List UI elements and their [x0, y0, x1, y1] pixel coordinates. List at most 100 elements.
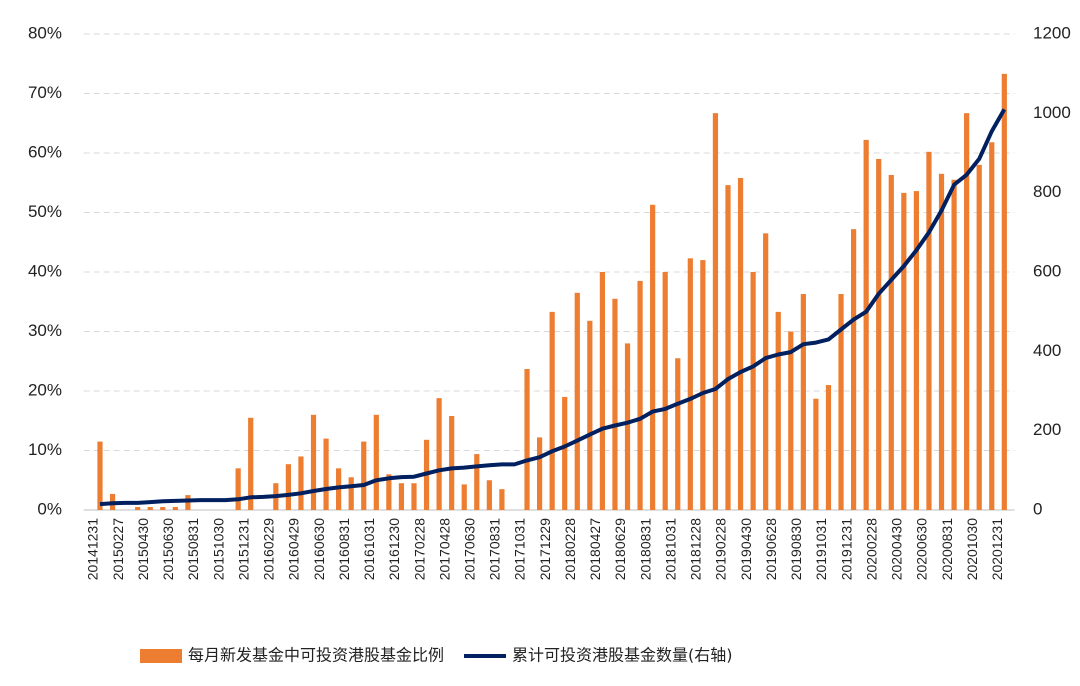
y2-tick-label: 800	[1033, 182, 1061, 201]
x-tick-label: 20161031	[361, 518, 377, 581]
bar	[976, 164, 982, 510]
y2-tick-label: 200	[1033, 420, 1061, 439]
x-tick-label: 20171229	[537, 518, 553, 581]
bar	[650, 204, 656, 510]
y2-tick-label: 400	[1033, 341, 1061, 360]
bar	[486, 480, 492, 510]
x-tick-label: 20190628	[763, 518, 779, 581]
bar	[97, 441, 103, 510]
x-tick-label: 20180629	[612, 518, 628, 581]
y-tick-label: 10%	[28, 440, 62, 459]
bar	[838, 294, 844, 510]
bar	[989, 142, 995, 511]
bar	[750, 272, 756, 510]
x-tick-label: 20161230	[386, 518, 402, 581]
bar	[913, 191, 919, 510]
x-tick-label: 20191231	[838, 518, 854, 581]
y-tick-label: 30%	[28, 321, 62, 340]
bar	[813, 398, 819, 510]
bar	[712, 113, 719, 510]
x-tick-label: 20200630	[914, 518, 930, 581]
x-tick-label: 20190430	[738, 518, 754, 581]
bar	[788, 331, 794, 510]
legend-label: 累计可投资港股基金数量(右轴)	[512, 646, 733, 665]
x-tick-label: 20200228	[863, 518, 879, 581]
bar	[436, 398, 442, 510]
bar	[524, 368, 530, 510]
y-tick-label: 80%	[28, 23, 62, 42]
legend-label: 每月新发基金中可投资港股基金比例	[188, 646, 444, 665]
bar	[700, 260, 706, 510]
y2-tick-label: 0	[1033, 499, 1042, 518]
x-tick-label: 20180427	[587, 518, 603, 581]
bar	[536, 437, 543, 510]
bar	[951, 179, 957, 510]
bar	[310, 414, 317, 510]
x-tick-label: 20160429	[286, 518, 302, 581]
y-tick-label: 70%	[28, 83, 62, 102]
bar	[474, 454, 480, 510]
x-tick-label: 20150430	[135, 518, 151, 581]
x-tick-label: 20170428	[436, 518, 452, 581]
x-tick-label: 20160229	[261, 518, 277, 581]
bar	[763, 233, 769, 510]
x-tick-label: 20201030	[964, 518, 980, 581]
x-tick-label: 20160831	[336, 518, 352, 581]
x-tick-label: 20160630	[311, 518, 327, 581]
x-tick-label: 20190830	[788, 518, 804, 581]
bar	[147, 507, 153, 510]
x-tick-label: 20190228	[713, 518, 729, 581]
bar	[386, 474, 392, 510]
bar	[800, 294, 806, 510]
bar	[398, 483, 405, 510]
y-tick-label: 50%	[28, 202, 62, 221]
bar	[737, 177, 744, 511]
bar	[348, 477, 354, 510]
y2-tick-label: 1200	[1033, 23, 1071, 42]
x-tick-label: 20181228	[688, 518, 704, 581]
bar	[901, 192, 907, 511]
bar	[599, 272, 605, 510]
x-tick-label: 20200430	[889, 518, 905, 581]
bar	[938, 173, 945, 510]
bar	[612, 298, 618, 510]
bar	[461, 484, 467, 510]
bar	[323, 438, 329, 510]
bar	[662, 272, 668, 510]
bar	[624, 343, 631, 510]
x-tick-label: 20171031	[512, 518, 528, 581]
legend-swatch	[140, 649, 182, 663]
bar	[562, 396, 568, 510]
bar	[888, 175, 894, 510]
y-tick-label: 40%	[28, 261, 62, 280]
y2-tick-label: 600	[1033, 261, 1061, 280]
bar	[160, 507, 166, 510]
x-tick-label: 20180831	[637, 518, 653, 581]
bar	[235, 468, 241, 510]
bar	[687, 258, 693, 510]
x-tick-label: 20151030	[210, 518, 226, 581]
bar	[775, 311, 781, 510]
x-tick-label: 20141231	[85, 518, 101, 581]
bar	[499, 489, 505, 510]
bar	[185, 495, 191, 510]
y2-tick-label: 1000	[1033, 103, 1071, 122]
x-tick-label: 20150831	[185, 518, 201, 581]
bar	[574, 292, 580, 510]
bar	[725, 185, 731, 510]
bar	[549, 311, 555, 510]
bar	[850, 229, 857, 510]
bar	[172, 507, 178, 510]
bar	[926, 151, 932, 510]
bar	[876, 158, 882, 510]
bar	[373, 414, 379, 510]
bar	[1001, 73, 1007, 511]
x-tick-label: 20150630	[160, 518, 176, 581]
x-tick-label: 20170228	[411, 518, 427, 581]
bar	[964, 113, 970, 510]
x-tick-label: 20180228	[562, 518, 578, 581]
bar	[285, 464, 291, 510]
y-tick-label: 20%	[28, 380, 62, 399]
bar	[411, 483, 417, 510]
